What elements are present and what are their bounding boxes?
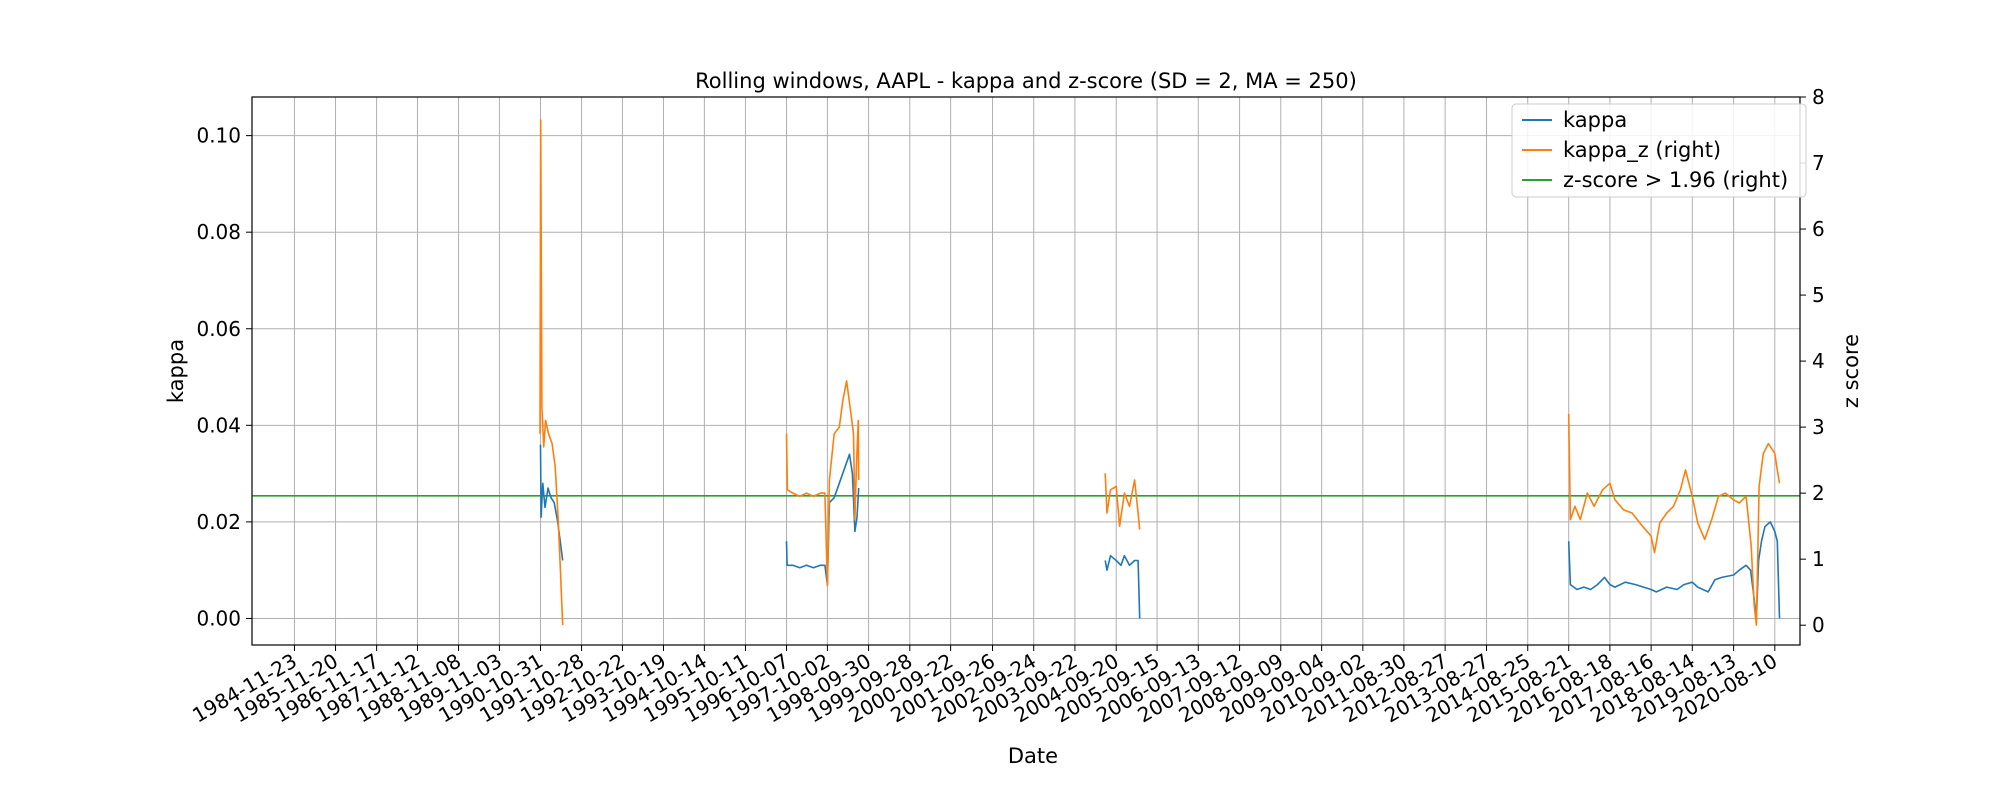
y-tick-label-right: 2	[1812, 481, 1825, 505]
y-tick-label-left: 0.02	[196, 510, 241, 534]
series-line-kappa	[1104, 554, 1141, 619]
y-tick-label-left: 0.06	[196, 317, 241, 341]
y-tick-label-right: 0	[1812, 613, 1825, 637]
legend-box	[1511, 103, 1807, 198]
y-tick-label-left: 0.10	[196, 124, 241, 148]
legend-label-kappa-z: kappa_z (right)	[1563, 138, 1721, 163]
chart-title: Rolling windows, AAPL - kappa and z-scor…	[695, 69, 1357, 93]
legend-label-threshold: z-score > 1.96 (right)	[1563, 168, 1788, 192]
series-line-kappa-z-right	[1104, 473, 1141, 530]
y-tick-label-right: 4	[1812, 349, 1825, 373]
series-layer	[252, 119, 1800, 627]
chart-legend: kappa kappa_z (right) z-score > 1.96 (ri…	[1511, 103, 1807, 198]
series-line-kappa-z-right	[785, 380, 860, 587]
legend-label-kappa: kappa	[1563, 108, 1627, 132]
y-tick-label-left: 0.04	[196, 413, 241, 437]
axes-layer: 1984-11-231985-11-201986-11-171987-11-12…	[188, 85, 1824, 727]
y-tick-label-right: 6	[1812, 217, 1825, 241]
series-line-kappa-z-right	[1567, 413, 1781, 627]
y-tick-label-right: 7	[1812, 151, 1825, 175]
y-tick-label-right: 3	[1812, 415, 1825, 439]
y-axis-label-left: kappa	[164, 339, 188, 403]
y-tick-label-left: 0.08	[196, 220, 241, 244]
series-line-kappa	[785, 453, 860, 586]
y-tick-label-right: 5	[1812, 283, 1825, 307]
x-axis-label: Date	[1008, 744, 1058, 768]
plot-frame	[251, 96, 1801, 646]
y-tick-label-left: 0.00	[196, 606, 241, 630]
series-line-kappa	[539, 444, 564, 561]
y-axis-label-right: z score	[1839, 334, 1863, 408]
y-tick-label-right: 1	[1812, 547, 1825, 571]
series-line-kappa-z-right	[539, 119, 564, 626]
y-tick-label-right: 8	[1812, 85, 1825, 109]
series-line-kappa	[1567, 521, 1781, 620]
